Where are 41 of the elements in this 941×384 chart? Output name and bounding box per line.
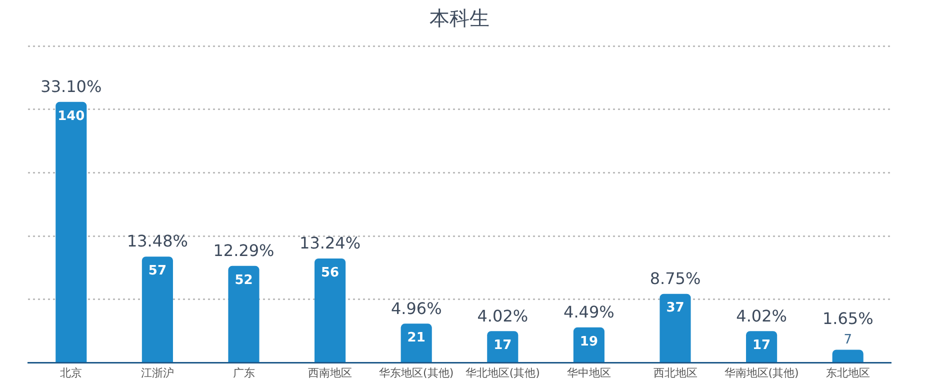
annotation: 4.02% — [477, 306, 528, 326]
data-label: 140 — [58, 108, 85, 124]
bar — [746, 331, 778, 362]
x-tick-label: 华北地区(其他) — [465, 366, 540, 380]
bar — [314, 258, 346, 362]
x-tick-label: 华南地区(其他) — [724, 366, 799, 380]
annotation: 13.48% — [126, 232, 188, 251]
bar — [660, 294, 691, 362]
bar — [487, 331, 518, 362]
x-tick-label: 华东地区(其他) — [379, 366, 454, 380]
data-label: 56 — [321, 265, 340, 280]
x-tick-label: 广东 — [232, 366, 255, 380]
data-label: 52 — [234, 272, 253, 288]
x-tick-label: 江浙沪 — [140, 366, 174, 380]
annotation: 13.24% — [300, 234, 361, 253]
annotation: 1.65% — [822, 308, 874, 328]
bar — [56, 102, 87, 362]
annotation: 8.75% — [650, 269, 701, 288]
x-tick-label: 华中地区 — [566, 366, 611, 380]
bar — [228, 266, 260, 362]
bar — [832, 350, 864, 362]
x-tick-label: 西南地区 — [308, 366, 352, 380]
x-tick-label: 西北地区 — [653, 366, 698, 380]
data-label: 7 — [844, 332, 852, 348]
x-tick-label: 北京 — [60, 366, 82, 380]
data-label: 19 — [580, 334, 598, 350]
data-label: 17 — [494, 338, 512, 353]
x-tick-label: 东北地区 — [826, 366, 870, 380]
annotation: 4.02% — [736, 306, 787, 326]
annotation: 33.10% — [40, 77, 102, 96]
bar — [573, 327, 604, 362]
chart-title: 本科生 — [430, 6, 490, 30]
data-label: 21 — [407, 330, 426, 346]
bar — [142, 256, 173, 362]
bar — [400, 324, 432, 362]
annotation: 4.96% — [390, 298, 442, 318]
data-label: 37 — [666, 300, 684, 316]
data-label: 17 — [752, 338, 771, 353]
annotation: 12.29% — [213, 241, 274, 260]
annotation: 4.49% — [564, 302, 614, 322]
data-label: 57 — [148, 263, 166, 278]
